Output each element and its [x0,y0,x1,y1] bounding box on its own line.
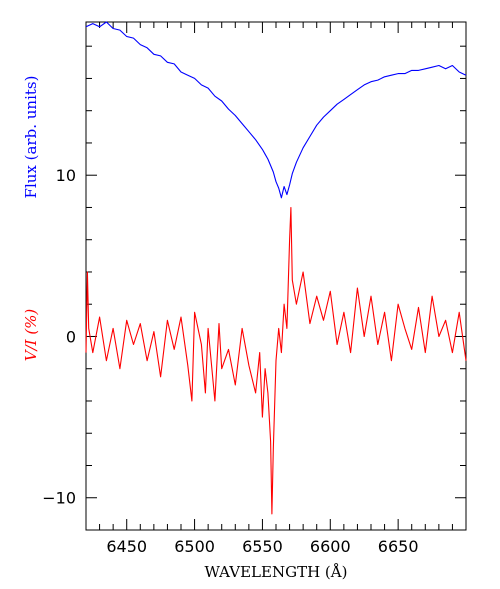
axis-tick-labels: 6450 6500 6550 6600 6650 −10 0 10 [42,166,418,556]
y-tick-label: −10 [42,489,76,508]
data-lines [85,21,467,515]
vi-axis-title: V/I (%) [22,309,40,362]
x-tick-label: 6450 [106,537,147,556]
flux-line [85,21,467,199]
y-tick-label: 10 [56,166,76,185]
y-tick-label: 0 [66,327,76,346]
x-tick-label: 6550 [242,537,283,556]
flux-axis-title: Flux (arb. units) [22,76,40,199]
x-tick-label: 6650 [378,537,419,556]
plot-frame [85,21,467,531]
x-tick-label: 6500 [174,537,215,556]
vi-line [85,206,467,515]
x-axis-title: WAVELENGTH (Å) [205,563,348,581]
axis-ticks [85,22,466,531]
x-tick-label: 6600 [310,537,351,556]
